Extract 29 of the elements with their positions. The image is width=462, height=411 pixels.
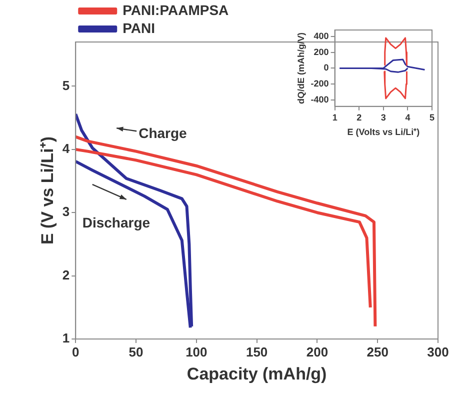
y-tick-label: 0 xyxy=(324,62,329,73)
x-tick-label: 50 xyxy=(128,344,144,360)
y-tick-label: -200 xyxy=(310,78,329,89)
x-tick-label: 5 xyxy=(429,112,435,122)
y-tick-label: 400 xyxy=(314,30,329,41)
x-tick-label: 300 xyxy=(427,344,449,360)
x-tick-label: 4 xyxy=(405,112,410,122)
annotation: Discharge xyxy=(82,214,150,230)
y-tick-label: 5 xyxy=(62,78,70,93)
x-tick-label: 250 xyxy=(366,344,388,360)
legend-label: PANI xyxy=(122,20,156,36)
y-tick-label: 1 xyxy=(62,330,70,346)
x-tick-label: 1 xyxy=(332,112,338,122)
y-tick-label: -400 xyxy=(310,94,329,105)
annotation: Charge xyxy=(138,124,188,141)
y-tick-label: 200 xyxy=(314,46,329,57)
x-axis-title: E (Volts vs Li/Li⁺) xyxy=(347,127,420,138)
x-tick-label: 0 xyxy=(72,344,80,360)
x-axis-title: Capacity (mAh/g) xyxy=(186,364,327,384)
x-tick-label: 100 xyxy=(186,344,208,360)
legend-label: PANI:PAAMPSA xyxy=(122,2,229,18)
y-axis-title: dQ/dE (mAh/g/V) xyxy=(296,32,306,104)
y-tick-label: 4 xyxy=(62,141,70,156)
y-tick-label: 3 xyxy=(62,204,70,220)
x-tick-label: 2 xyxy=(356,112,362,122)
x-tick-label: 3 xyxy=(380,112,386,122)
y-tick-label: 2 xyxy=(62,267,70,282)
x-tick-label: 150 xyxy=(246,344,268,360)
y-axis-title: E (V vs Li/Li⁺) xyxy=(38,136,57,245)
